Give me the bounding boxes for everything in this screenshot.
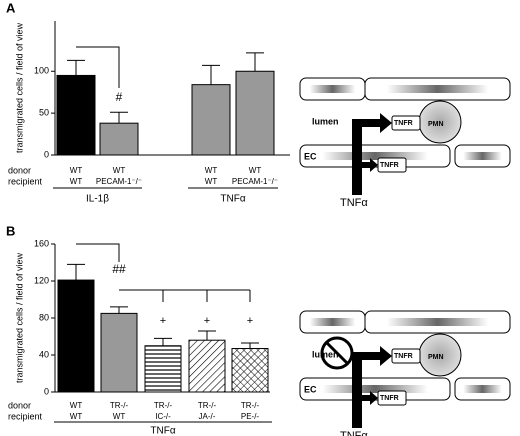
diagram: lumen TNFR PMN EC TNFR TNFα	[299, 77, 511, 209]
recipient-label: WT	[70, 177, 83, 186]
annotation: +	[247, 315, 253, 327]
receptor	[377, 157, 407, 173]
bar	[191, 84, 231, 156]
y-tick-label: 40	[39, 349, 49, 359]
group-label: TNFα	[220, 194, 245, 205]
panel-label: B	[6, 223, 15, 238]
bar	[144, 345, 182, 393]
y-tick-label: 100	[34, 66, 49, 76]
bracket	[76, 243, 120, 262]
bracket	[76, 46, 120, 88]
arrow	[352, 113, 392, 195]
y-tick-label: 50	[39, 108, 49, 118]
group-label: IL-1β	[86, 194, 109, 205]
arrow	[362, 158, 378, 172]
diagram-label: TNFα	[340, 430, 368, 436]
y-axis-label: transmigrated cells / field of view	[14, 22, 24, 153]
cell-shade	[309, 85, 356, 93]
diagram-label: PMN	[428, 354, 444, 361]
y-tick-label: 80	[39, 312, 49, 322]
cell-shade	[463, 385, 502, 393]
donor-label: TR-/-	[154, 401, 173, 410]
recipient-label: PECAM-1⁻/⁻	[96, 177, 142, 186]
block-sign	[324, 340, 350, 366]
bar	[99, 122, 139, 156]
diagram-label: TNFR	[380, 395, 399, 402]
annotation: ##	[112, 262, 126, 276]
diagram-label: PMN	[428, 121, 444, 128]
diagram-label: lumen	[312, 116, 339, 126]
cell-shade	[322, 152, 428, 160]
y-tick-label: 0	[44, 149, 49, 159]
donor-label: WT	[70, 166, 83, 175]
panel-label: A	[6, 0, 16, 15]
recipient-label: WT	[205, 177, 218, 186]
row-label: donor	[8, 165, 31, 175]
cell-shade	[386, 318, 489, 326]
donor-label: WT	[249, 166, 262, 175]
bar	[235, 70, 275, 156]
donor-label: WT	[205, 166, 218, 175]
cell-shade	[463, 152, 502, 160]
recipient-label: WT	[70, 412, 83, 421]
donor-label: TR-/-	[198, 401, 217, 410]
annotation: #	[116, 90, 123, 104]
diagram-label: TNFR	[380, 162, 399, 169]
bar	[56, 74, 96, 156]
recipient-label: WT	[113, 412, 126, 421]
recipient-label: JA-/-	[199, 412, 216, 421]
y-tick-label: 120	[34, 275, 49, 285]
recipient-label: IC-/-	[155, 412, 171, 421]
row-label: recipient	[8, 411, 43, 421]
diagram-label: TNFR	[394, 353, 413, 360]
cell-shade	[386, 85, 489, 93]
receptor	[391, 348, 421, 364]
recipient-label: PECAM-1⁻/⁻	[232, 177, 278, 186]
y-tick-label: 160	[34, 238, 49, 248]
annotation: +	[160, 315, 166, 327]
group-label: TNFα	[150, 426, 175, 436]
recipient-label: PE-/-	[241, 412, 260, 421]
y-axis-label: transmigrated cells / field of view	[14, 252, 24, 383]
diagram-label: EC	[304, 151, 317, 161]
receptor	[391, 115, 421, 131]
diagram-label: TNFα	[340, 197, 368, 209]
cell-shade	[322, 385, 428, 393]
diagram-label: EC	[304, 384, 317, 394]
bar	[100, 312, 138, 393]
donor-label: TR-/-	[110, 401, 129, 410]
diagram-label: TNFR	[394, 120, 413, 127]
donor-label: WT	[70, 401, 83, 410]
y-tick-label: 0	[44, 386, 49, 396]
diagram: lumen TNFR PMN EC TNFR TNFα	[299, 310, 511, 436]
receptor	[377, 390, 407, 406]
donor-label: TR-/-	[241, 401, 260, 410]
arrow	[352, 346, 392, 428]
bar	[188, 339, 226, 393]
arrow	[362, 391, 378, 405]
bar	[231, 348, 269, 393]
annotation: +	[204, 315, 210, 327]
row-label: donor	[8, 400, 31, 410]
donor-label: WT	[113, 166, 126, 175]
diagram-label: lumen	[312, 349, 339, 359]
bar	[57, 279, 95, 393]
cell-shade	[309, 318, 356, 326]
row-label: recipient	[8, 176, 43, 186]
